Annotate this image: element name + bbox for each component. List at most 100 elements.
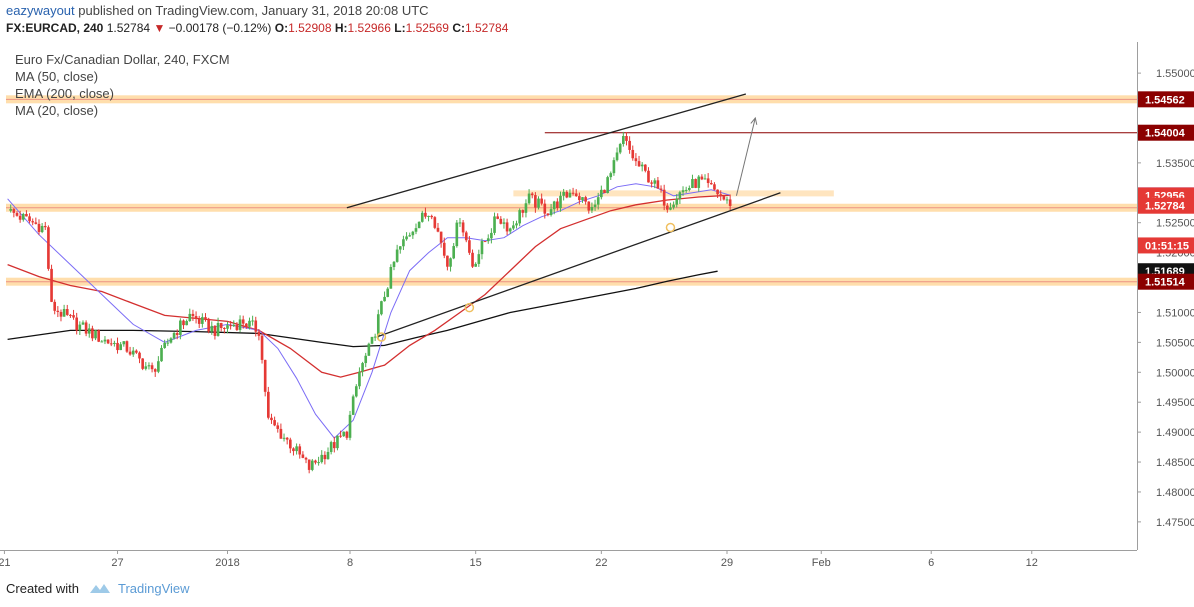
candle-body: [122, 341, 126, 345]
candle-body: [590, 206, 594, 211]
candle-body: [691, 179, 694, 188]
candle-body: [524, 203, 528, 213]
candle-body: [65, 309, 69, 315]
candle-body: [342, 431, 346, 437]
y-tick-label: 1.52500: [1156, 218, 1194, 230]
candle-body: [97, 330, 100, 342]
candle-body: [326, 451, 330, 460]
candle-body: [499, 218, 503, 224]
candle-body: [128, 351, 132, 355]
candle-body: [358, 371, 361, 387]
candle-body: [430, 215, 434, 218]
candle-body: [537, 198, 540, 208]
candle-body: [427, 215, 430, 217]
candle-body: [424, 212, 427, 217]
channel-upper-line: [346, 93, 747, 209]
candle-body: [310, 460, 314, 470]
candle-body: [502, 222, 506, 224]
candle-body: [446, 255, 449, 267]
x-tick-label: 12: [1026, 557, 1038, 569]
candle-body: [719, 194, 723, 197]
tradingview-brand[interactable]: TradingView: [118, 581, 190, 596]
price-label: 1.54562: [1145, 94, 1185, 106]
candle-body: [634, 158, 638, 162]
candle-body: [339, 435, 342, 437]
candle-body: [615, 152, 619, 161]
candle-body: [420, 212, 424, 222]
candle-body: [345, 431, 349, 438]
candle-body: [490, 232, 493, 239]
x-tick-label: 8: [347, 557, 353, 569]
open-value: 1.52908: [288, 21, 332, 35]
candle-body: [706, 178, 710, 184]
candle-body: [530, 193, 534, 196]
candle-body: [157, 361, 160, 372]
time-axis[interactable]: 21 27 2018 8 15 22 29 Feb 6 12: [0, 550, 1038, 569]
candle-body: [295, 446, 298, 452]
candle-body: [248, 320, 251, 327]
symbol-name[interactable]: FX:EURCAD, 240: [6, 21, 104, 35]
candle-body: [574, 193, 578, 197]
candle-body: [392, 261, 396, 268]
candle-body: [15, 212, 19, 216]
candle-body: [716, 189, 719, 195]
price-axis[interactable]: 1.550001.545001.540001.535001.530001.525…: [1137, 68, 1194, 529]
candle-body: [150, 365, 154, 370]
candle-body: [700, 176, 704, 180]
candle-body: [166, 342, 170, 344]
x-tick-label: Feb: [812, 557, 831, 569]
candle-body: [398, 246, 402, 250]
candle-body: [722, 196, 726, 200]
candle-body: [628, 140, 631, 150]
candle-body: [681, 190, 685, 193]
candle-body: [512, 225, 515, 229]
candle-body: [483, 241, 487, 243]
candle-body: [367, 343, 371, 356]
y-tick-label: 1.49000: [1156, 427, 1194, 439]
candle-body: [109, 343, 113, 345]
candle-body: [540, 198, 543, 204]
candle-body: [270, 417, 273, 421]
candle-body: [389, 267, 393, 289]
candle-body: [106, 339, 110, 344]
candle-body: [62, 309, 66, 317]
candle-body: [232, 324, 236, 327]
candle-body: [267, 391, 270, 418]
candle-body: [581, 197, 584, 201]
candle-body: [618, 144, 622, 153]
candle-body: [241, 319, 245, 324]
author-link[interactable]: eazywayout: [6, 3, 75, 18]
candle-body: [103, 339, 107, 342]
indicator-lines: [7, 183, 731, 439]
tradingview-logo-icon[interactable]: [89, 582, 111, 597]
candle-body: [47, 227, 50, 269]
candle-body: [402, 239, 405, 247]
candle-body: [703, 178, 707, 180]
price-label-bg: [1138, 273, 1194, 290]
candle-body: [201, 317, 204, 324]
candle-body: [458, 222, 462, 224]
candle-body: [609, 173, 613, 178]
candle-body: [656, 180, 660, 189]
candle-body: [197, 319, 201, 324]
candle-body: [640, 164, 644, 167]
candle-body: [417, 221, 421, 229]
candle-body: [584, 197, 587, 202]
candle-body: [449, 258, 452, 267]
ema200-line: [7, 270, 718, 348]
candle-body: [631, 149, 635, 159]
candle-body: [571, 192, 575, 194]
candle-body: [175, 333, 179, 335]
candle-body: [169, 338, 173, 343]
candle-body: [612, 160, 616, 174]
candle-body: [486, 238, 490, 242]
down-arrow-icon: ▼: [153, 21, 166, 35]
candle-body: [31, 221, 35, 223]
candle-body: [725, 199, 729, 201]
candle-body: [684, 189, 688, 191]
candle-body: [653, 180, 657, 184]
candlesticks: [9, 131, 732, 474]
candle-body: [373, 336, 377, 338]
candle-body: [647, 170, 650, 183]
